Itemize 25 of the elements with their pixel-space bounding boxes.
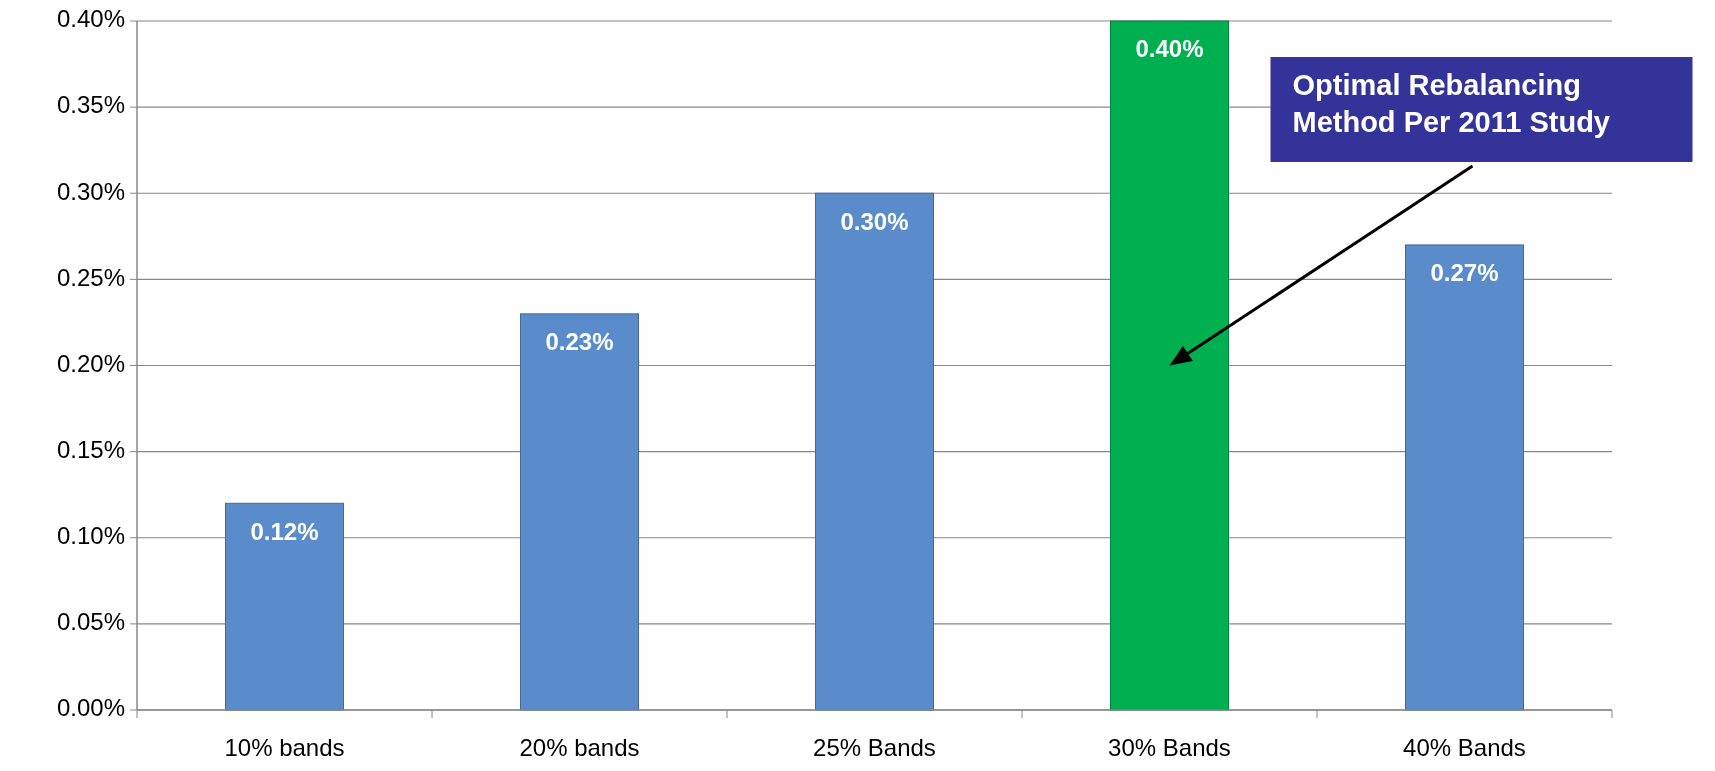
bar [815,192,934,711]
y-tick-label: 0.15% [56,435,125,463]
bar [520,313,639,711]
x-tick-label: 20% bands [519,734,640,761]
x-tick-label: 25% Bands [813,734,936,761]
bar [225,502,344,711]
y-tick-label: 0.05% [56,608,125,636]
y-tick-label: 0.40% [56,5,125,33]
bar [1110,20,1229,711]
y-tick-label: 0.00% [56,694,125,722]
data-label: 0.30% [840,207,909,235]
x-tick-label: 40% Bands [1403,734,1526,761]
annotation: Optimal Rebalancing Method Per 2011 Study [1292,69,1610,138]
y-tick-label: 0.35% [56,91,125,119]
data-label: 0.27% [1430,259,1499,287]
y-tick-label: 0.20% [56,349,125,377]
x-tick-label: 10% bands [224,734,345,761]
data-label: 0.12% [250,517,319,545]
data-label: 0.23% [545,328,614,356]
bar [1405,244,1524,711]
x-tick-label: 30% Bands [1108,734,1231,761]
y-tick-label: 0.10% [56,522,125,550]
y-tick-label: 0.30% [56,177,125,205]
y-tick-label: 0.25% [56,263,125,291]
data-label: 0.40% [1135,35,1204,63]
